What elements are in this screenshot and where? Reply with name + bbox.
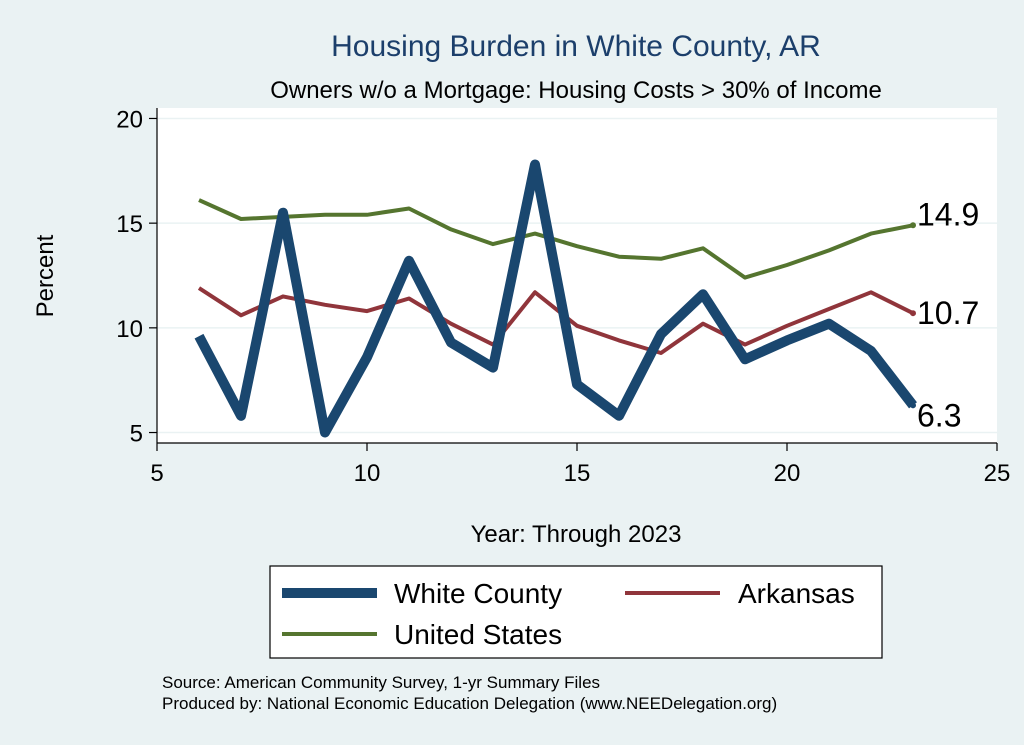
legend-box — [269, 565, 883, 659]
x-axis-label: Year: Through 2023 — [471, 521, 682, 548]
end-label-arkansas: 10.7 — [917, 295, 979, 331]
y-tick-label: 15 — [116, 211, 143, 238]
series-end-marker — [910, 310, 916, 317]
legend-label-arkansas: Arkansas — [738, 578, 855, 609]
end-labels: 14.9 10.7 6.3 — [917, 196, 979, 433]
series-lines — [194, 159, 917, 438]
x-tick-label: 10 — [354, 460, 381, 487]
chart-title: Housing Burden in White County, AR — [331, 30, 821, 63]
producer-note: Produced by: National Economic Education… — [162, 694, 777, 713]
y-axis-label: Percent — [32, 234, 59, 317]
series-line-arkansas — [197, 286, 914, 355]
chart-subtitle: Owners w/o a Mortgage: Housing Costs > 3… — [270, 77, 882, 104]
x-tick-label: 5 — [150, 460, 163, 487]
y-tick-label: 10 — [116, 316, 143, 343]
series-line-united-states — [198, 198, 914, 280]
plot-area — [157, 108, 997, 443]
tick-marks: 5 10 15 20 5 10 15 20 25 — [116, 106, 1010, 487]
series-line-white-county — [194, 159, 917, 438]
x-tick-label: 25 — [984, 460, 1011, 487]
end-label-white-county: 6.3 — [917, 397, 961, 433]
legend: White County Arkansas United States — [269, 565, 883, 659]
source-note: Source: American Community Survey, 1-yr … — [162, 673, 600, 692]
legend-label-white-county: White County — [394, 578, 562, 609]
y-tick-label: 5 — [130, 421, 143, 448]
legend-label-united-states: United States — [394, 619, 562, 650]
end-label-united-states: 14.9 — [917, 196, 979, 232]
y-tick-label: 20 — [116, 106, 143, 133]
series-end-marker — [910, 402, 916, 409]
series-end-marker — [910, 222, 916, 229]
x-tick-label: 15 — [564, 460, 591, 487]
x-tick-label: 20 — [774, 460, 801, 487]
